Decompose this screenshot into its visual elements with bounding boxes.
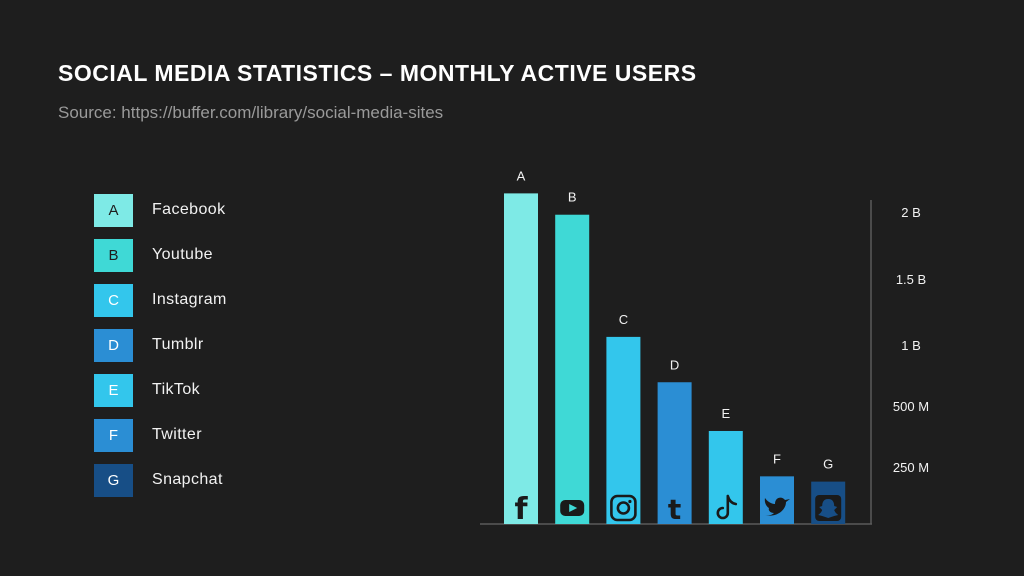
- bar-a: [504, 193, 538, 524]
- legend-item-youtube: B Youtube: [94, 239, 314, 272]
- legend-swatch: C: [94, 284, 133, 317]
- bar-c: [606, 336, 641, 524]
- snapchat-icon: [815, 495, 842, 521]
- bar-b: [555, 214, 590, 524]
- bar-label: C: [619, 312, 628, 327]
- bar-label: A: [517, 168, 526, 183]
- legend-swatch: B: [94, 239, 133, 272]
- legend-swatch: D: [94, 329, 133, 362]
- instagram-icon: [610, 494, 637, 522]
- bar-label: F: [773, 451, 781, 466]
- legend-item-tiktok: E TikTok: [94, 374, 314, 407]
- legend-label: TikTok: [152, 381, 201, 398]
- legend-item-tumblr: D Tumblr: [94, 329, 314, 362]
- legend-swatch: F: [94, 419, 133, 452]
- bar-label: E: [721, 406, 730, 421]
- bar-label: G: [823, 457, 833, 472]
- bar-label: D: [670, 357, 679, 372]
- legend-label: Twitter: [152, 426, 202, 443]
- y-tick-label: 250 M: [893, 460, 929, 475]
- legend-label: Facebook: [152, 201, 226, 218]
- bar-label: B: [568, 190, 577, 205]
- y-tick-label: 500 M: [893, 399, 929, 414]
- legend-label: Tumblr: [152, 336, 204, 353]
- tiktok-icon: [716, 494, 738, 520]
- facebook-icon: f: [514, 492, 528, 527]
- svg-text:t: t: [668, 493, 681, 526]
- legend-item-snapchat: G Snapchat: [94, 464, 314, 497]
- twitter-icon: [764, 497, 790, 516]
- legend-label: Instagram: [152, 291, 227, 308]
- chart-title: SOCIAL MEDIA STATISTICS – MONTHLY ACTIVE…: [58, 60, 697, 86]
- youtube-icon: [560, 500, 585, 516]
- legend-swatch: A: [94, 194, 133, 227]
- legend-swatch: E: [94, 374, 133, 407]
- legend-swatch: G: [94, 464, 133, 497]
- y-tick-label: 2 B: [901, 205, 921, 220]
- y-tick-label: 1 B: [901, 338, 921, 353]
- source-text: Source: https://buffer.com/library/socia…: [58, 103, 444, 122]
- y-tick-label: 1.5 B: [896, 272, 926, 287]
- bar-d: [657, 382, 692, 524]
- tumblr-icon: t: [668, 493, 681, 526]
- legend-label: Snapchat: [152, 471, 223, 488]
- legend-label: Youtube: [152, 246, 213, 263]
- legend-item-twitter: F Twitter: [94, 419, 314, 452]
- svg-text:f: f: [514, 492, 528, 527]
- legend-item-instagram: C Instagram: [94, 284, 314, 317]
- bar-e: [708, 430, 743, 524]
- legend-item-facebook: A Facebook: [94, 194, 314, 227]
